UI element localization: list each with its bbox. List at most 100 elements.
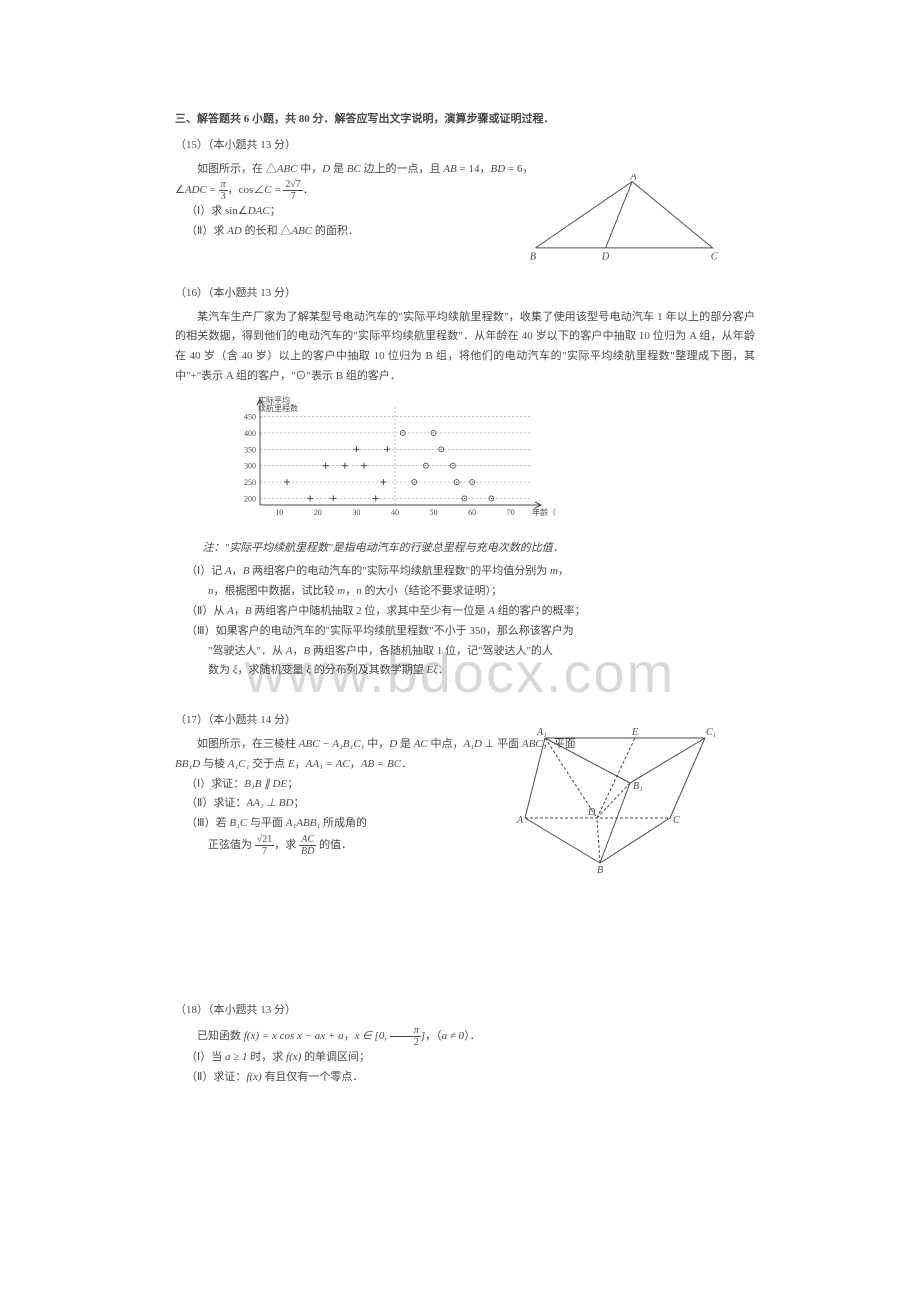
problem-15: （15）（本小题共 13 分） 如图所示，在 △ABC 中，D 是 BC 边上的… [175, 136, 755, 266]
text: 是 [397, 738, 414, 750]
label-A: A [516, 815, 524, 826]
p18-num: （18）（本小题共 13 分） [175, 1001, 755, 1021]
text: A₁ABB₁ [286, 817, 321, 829]
text: 中， [298, 163, 323, 175]
text: （Ⅰ）记 [186, 565, 225, 577]
text: B [245, 605, 252, 617]
triangle-figure: A B D C [525, 174, 725, 264]
text: C [264, 184, 271, 196]
text: A [225, 565, 232, 577]
p15-num: （15）（本小题共 13 分） [175, 136, 755, 156]
text: ，cos∠ [228, 184, 265, 196]
p16-q3-3: 数为 ξ，求随机变量 ξ 的分布列及其数学期望 Eξ． [175, 661, 755, 681]
text: = [207, 184, 219, 196]
text: 的值． [316, 839, 352, 851]
text: 的单调区间； [301, 1051, 370, 1063]
text: （Ⅱ）求证： [186, 797, 246, 809]
label-B1: B₁ [633, 781, 643, 792]
text: = 6， [505, 163, 533, 175]
text: A₁D [464, 738, 483, 750]
svg-text:30: 30 [352, 508, 360, 517]
text: AC [299, 834, 316, 846]
p16-q3-2: "驾驶达人"．从 A，B 两组客户中，各随机抽取 1 位，记"驾驶达人"的人 [175, 642, 755, 662]
label-B: B [597, 865, 603, 873]
text: ， [350, 758, 361, 770]
p16-q1-2: n，根据图中数据，试比较 m，n 的大小（结论不要求证明）； [175, 582, 755, 602]
chart-note: 注："实际平均续航里程数"是指电动汽车的行驶总里程与充电次数的比值． [175, 539, 755, 559]
text: √21 [255, 834, 275, 846]
text: ； [270, 205, 281, 217]
label-E: E [631, 727, 638, 738]
text: BB₁D [175, 758, 200, 770]
text: （Ⅱ）求证： [186, 1071, 246, 1083]
text: ∠ [175, 184, 185, 196]
text: ，求 [274, 839, 299, 851]
label-A: A [629, 174, 637, 183]
text: 与平面 [247, 817, 286, 829]
text: 的大小（结论不要求证明）； [362, 585, 502, 597]
text: "驾驶达人"．从 [208, 645, 286, 657]
svg-text:续航里程数: 续航里程数 [258, 403, 298, 413]
text: A [227, 605, 234, 617]
svg-text:40: 40 [391, 508, 399, 517]
text: 2√7 [283, 179, 303, 191]
text: ，求随机变量 [237, 664, 306, 676]
text: ，（ [425, 1030, 442, 1042]
text: x ∈ [0, [355, 1030, 390, 1042]
p16-num: （16）（本小题共 13 分） [175, 284, 755, 304]
text: BC [347, 163, 361, 175]
text: ）． [464, 1030, 481, 1042]
text: 正弦值为 [208, 839, 255, 851]
svg-text:70: 70 [507, 508, 515, 517]
text: f(x) [246, 1071, 261, 1083]
text: BD [490, 163, 505, 175]
text: ． [303, 184, 314, 196]
text: a ≠ 0 [442, 1030, 465, 1042]
text: ； [293, 797, 304, 809]
text: ． [438, 664, 449, 676]
text: ， [295, 758, 306, 770]
p16-q3: （Ⅲ）如果客户的电动汽车的"实际平均续航里程数"不小于 350，那么称该客户为 [175, 622, 755, 642]
text: π [390, 1025, 421, 1037]
text: 如图所示，在 △ [197, 163, 277, 175]
p16-para1: 某汽车生产厂家为了解某型号电动汽车的"实际平均续航里程数"，收集了使用该型号电动… [175, 308, 755, 387]
svg-text:300: 300 [244, 461, 256, 470]
label-B: B [530, 251, 537, 262]
section-header: 三、解答题共 6 小题，共 80 分．解答应写出文字说明，演算步骤或证明过程． [175, 110, 755, 130]
text: 数为 [208, 664, 233, 676]
text: （Ⅰ）当 [186, 1051, 225, 1063]
text: （Ⅰ）求证： [186, 778, 244, 790]
text: π [219, 179, 228, 191]
text: 与棱 [200, 758, 228, 770]
text: 有且仅有一个零点． [262, 1071, 364, 1083]
text: D [389, 738, 397, 750]
text: DAC [248, 205, 270, 217]
text: a ≥ 1 [225, 1051, 248, 1063]
text: = 14， [457, 163, 491, 175]
label-A1: A₁ [536, 727, 547, 738]
text: （Ⅲ）若 [186, 817, 229, 829]
text: E [288, 758, 295, 770]
scatter-chart: 实际平均续航里程数2002503003504004501020304050607… [215, 395, 555, 525]
text: Eξ [426, 664, 437, 676]
svg-text:20: 20 [314, 508, 322, 517]
label-C1: C₁ [706, 727, 715, 738]
text: 2 [390, 1037, 421, 1048]
text: ， [345, 585, 356, 597]
text: AC [414, 738, 428, 750]
text: 时，求 [248, 1051, 287, 1063]
text: ， [234, 605, 245, 617]
svg-text:200: 200 [244, 494, 256, 503]
svg-text:50: 50 [430, 508, 438, 517]
text: m [337, 585, 345, 597]
svg-text:350: 350 [244, 445, 256, 454]
text: 7 [255, 846, 275, 857]
text: f(x) = x cos x − ax + a [244, 1030, 344, 1042]
problem-18: （18）（本小题共 13 分） 已知函数 f(x) = x cos x − ax… [175, 1001, 755, 1087]
text: 两组客户中随机抽取 2 位，求其中至少有一位是 [252, 605, 489, 617]
text: A [488, 605, 495, 617]
text: 两组客户的电动汽车的"实际平均续航里程数"的平均值分别为 [249, 565, 549, 577]
text: 的分布列及其数学期望 [311, 664, 427, 676]
text: 已知函数 [197, 1030, 244, 1042]
text: （Ⅲ）如果客户的电动汽车的"实际平均续航里程数"不小于 350，那么称该客户为 [186, 625, 574, 637]
